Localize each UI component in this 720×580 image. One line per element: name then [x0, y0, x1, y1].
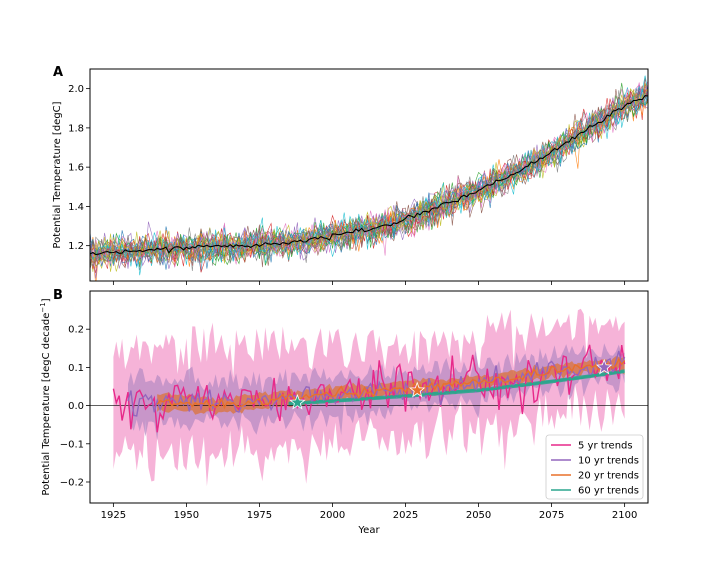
legend-label: 60 yr trends — [578, 486, 639, 497]
y-tick-label: −0.2 — [60, 477, 84, 488]
ensemble-member-line — [90, 88, 648, 264]
mean-line — [90, 95, 648, 256]
y-axis-label-b: Potential Temperature [degC decade−1] — [39, 298, 52, 495]
y-axis-label-a: Potential Temperature [degC] — [52, 101, 63, 248]
legend: 5 yr trends 10 yr trends 20 yr trends 60 yr… — [545, 434, 644, 500]
y-ticks-a: 1.2 1.4 1.6 1.8 2.0 — [68, 84, 90, 252]
y-tick-label: 1.4 — [68, 202, 84, 213]
panel-b-letter: B — [53, 288, 63, 303]
star-marker — [595, 358, 613, 375]
x-tick-label: 2025 — [393, 510, 418, 521]
x-tick-label: 1950 — [174, 510, 199, 521]
ensemble-member-line — [90, 95, 648, 267]
y-tick-label: 1.8 — [68, 123, 84, 134]
legend-label: 20 yr trends — [578, 471, 639, 482]
trend-line — [127, 350, 626, 417]
ensemble-member-line — [90, 88, 648, 276]
trend-lines — [112, 344, 626, 433]
legend-label: 10 yr trends — [578, 456, 639, 467]
x-tick-label: 2000 — [320, 510, 345, 521]
x-tick-label: 1975 — [247, 510, 272, 521]
ensemble-member-line — [90, 82, 648, 268]
trend-line — [156, 357, 626, 410]
ensemble-mean-line — [90, 95, 648, 256]
ensemble-member-line — [90, 75, 648, 263]
y-ticks-b: 0.2 0.1 0.0 −0.1 −0.2 — [60, 325, 90, 488]
x-axis-label-b: Year — [357, 525, 380, 536]
y-tick-label: 1.6 — [68, 163, 84, 174]
star-marker — [409, 381, 426, 398]
x-tick-label: 1925 — [101, 510, 126, 521]
x-tick-label: 2075 — [539, 510, 564, 521]
plot-frame-b — [89, 290, 649, 504]
y-tick-label: 1.2 — [68, 241, 84, 252]
y-tick-label: 0.1 — [68, 363, 84, 374]
panel-a: 1.2 1.4 1.6 1.8 2.0 Potential Temperature [d… — [52, 68, 649, 285]
y-tick-label: 0.2 — [68, 325, 84, 336]
ensemble-member-line — [90, 88, 648, 269]
ensemble-member-line — [90, 89, 648, 267]
plot-frame-a — [89, 68, 649, 282]
x-ticks-a — [112, 281, 626, 285]
legend-label: 5 yr trends — [578, 441, 633, 452]
x-ticks-b: 1925 1950 1975 2000 2025 2050 2075 2100 — [101, 503, 637, 521]
y-tick-label: 0.0 — [68, 401, 84, 412]
trend-line — [288, 370, 625, 405]
y-tick-label: −0.1 — [60, 439, 84, 450]
legend-box — [545, 434, 644, 500]
trend-stars — [289, 358, 613, 410]
ensemble-lines — [90, 75, 648, 281]
star-marker — [289, 393, 306, 410]
panel-a-letter: A — [53, 65, 63, 80]
ensemble-member-line — [90, 88, 648, 269]
ensemble-member-line — [90, 89, 648, 279]
x-tick-label: 2050 — [466, 510, 491, 521]
panel-b: 0.2 0.1 0.0 −0.1 −0.2 1925 1950 1975 2000 2025 20… — [39, 290, 649, 536]
ensemble-member-line — [90, 76, 648, 271]
x-tick-label: 2100 — [612, 510, 637, 521]
y-tick-label: 2.0 — [68, 84, 84, 95]
